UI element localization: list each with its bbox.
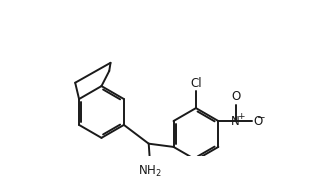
Text: NH$_2$: NH$_2$ xyxy=(138,164,162,179)
Text: −: − xyxy=(256,113,265,123)
Text: N: N xyxy=(231,115,240,127)
Text: Cl: Cl xyxy=(190,77,202,90)
Text: O: O xyxy=(253,115,263,127)
Text: +: + xyxy=(237,112,244,121)
Text: O: O xyxy=(231,90,240,103)
